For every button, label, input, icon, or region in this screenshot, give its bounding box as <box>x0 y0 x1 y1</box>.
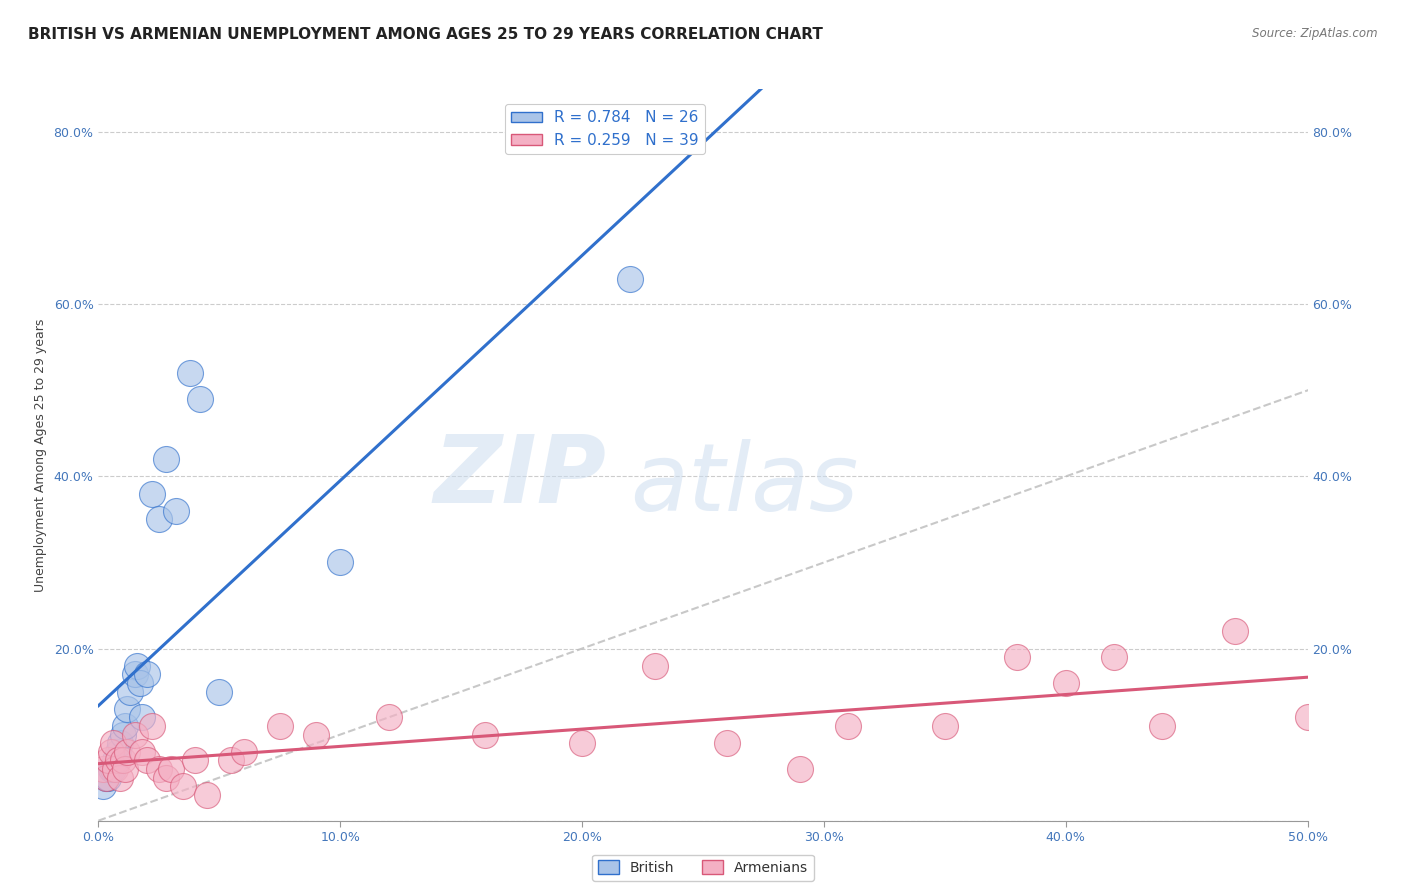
Point <box>148 762 170 776</box>
Y-axis label: Unemployment Among Ages 25 to 29 years: Unemployment Among Ages 25 to 29 years <box>34 318 46 591</box>
Point <box>269 719 291 733</box>
Point <box>131 745 153 759</box>
Point <box>1102 650 1125 665</box>
Point <box>195 788 218 802</box>
Point <box>232 745 254 759</box>
Point <box>329 556 352 570</box>
Point <box>716 736 738 750</box>
Point <box>1152 719 1174 733</box>
Point <box>124 667 146 681</box>
Point <box>107 753 129 767</box>
Point <box>184 753 207 767</box>
Point <box>118 684 141 698</box>
Point <box>141 486 163 500</box>
Point <box>91 762 114 776</box>
Point <box>1296 710 1319 724</box>
Point <box>179 366 201 380</box>
Point <box>160 762 183 776</box>
Point <box>148 512 170 526</box>
Point <box>111 753 134 767</box>
Point <box>474 728 496 742</box>
Point <box>135 667 157 681</box>
Point <box>104 762 127 776</box>
Point <box>934 719 956 733</box>
Point <box>101 762 124 776</box>
Text: ZIP: ZIP <box>433 431 606 523</box>
Point <box>571 736 593 750</box>
Point <box>155 771 177 785</box>
Point <box>107 745 129 759</box>
Point <box>135 753 157 767</box>
Point <box>127 658 149 673</box>
Point <box>108 771 131 785</box>
Point <box>172 779 194 793</box>
Point <box>94 771 117 785</box>
Point <box>1007 650 1029 665</box>
Point <box>1223 624 1246 639</box>
Point <box>91 779 114 793</box>
Point <box>94 771 117 785</box>
Legend: R = 0.784   N = 26, R = 0.259   N = 39: R = 0.784 N = 26, R = 0.259 N = 39 <box>505 104 704 154</box>
Point <box>1054 676 1077 690</box>
Point <box>117 702 139 716</box>
Point <box>141 719 163 733</box>
Point <box>97 753 120 767</box>
Point <box>221 753 243 767</box>
Point <box>100 762 122 776</box>
Legend: British, Armenians: British, Armenians <box>592 855 814 880</box>
Point <box>155 452 177 467</box>
Point <box>377 710 399 724</box>
Point <box>104 753 127 767</box>
Point <box>101 736 124 750</box>
Point <box>837 719 859 733</box>
Text: atlas: atlas <box>630 439 859 530</box>
Point <box>165 504 187 518</box>
Point <box>789 762 811 776</box>
Text: Source: ZipAtlas.com: Source: ZipAtlas.com <box>1253 27 1378 40</box>
Point <box>100 745 122 759</box>
Point <box>208 684 231 698</box>
Point <box>97 771 120 785</box>
Point <box>124 728 146 742</box>
Point <box>128 676 150 690</box>
Point <box>108 736 131 750</box>
Text: BRITISH VS ARMENIAN UNEMPLOYMENT AMONG AGES 25 TO 29 YEARS CORRELATION CHART: BRITISH VS ARMENIAN UNEMPLOYMENT AMONG A… <box>28 27 823 42</box>
Point <box>305 728 328 742</box>
Point <box>111 728 134 742</box>
Point <box>114 762 136 776</box>
Point <box>619 271 641 285</box>
Point <box>117 745 139 759</box>
Point <box>644 658 666 673</box>
Point <box>131 710 153 724</box>
Point <box>114 719 136 733</box>
Point <box>188 392 211 406</box>
